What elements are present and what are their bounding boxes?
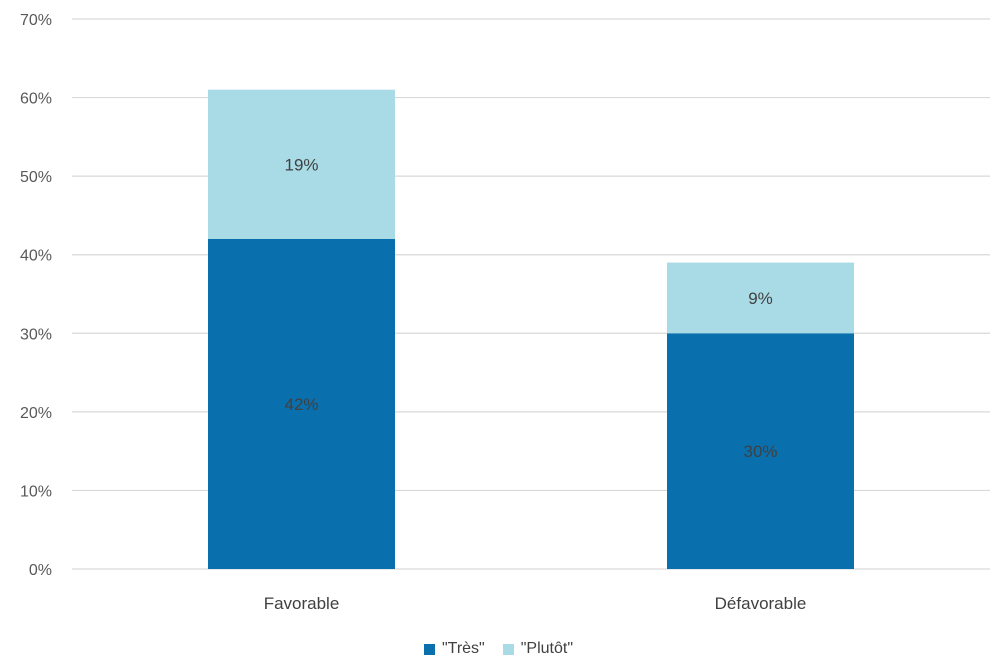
bar-favorable-series-0 <box>208 239 395 569</box>
data-label-favorable-series-1: 19% <box>284 155 318 174</box>
legend-label-tres: "Très" <box>441 640 485 657</box>
legend-item-tres: "Très" <box>423 640 485 658</box>
y-tick-label-60: 60% <box>20 91 52 108</box>
data-label-favorable-series-0: 42% <box>284 395 318 414</box>
y-tick-label-10: 10% <box>20 483 52 500</box>
x-category-label-0: Favorable <box>264 594 340 613</box>
bar-défavorable-series-0 <box>667 333 854 569</box>
legend-label-plutot: "Plutôt" <box>520 640 574 657</box>
y-tick-label-40: 40% <box>20 248 52 265</box>
y-tick-label-70: 70% <box>20 12 52 29</box>
bar-défavorable-series-1 <box>667 262 854 334</box>
legend-swatch-tres <box>423 643 435 655</box>
x-category-label-1: Défavorable <box>715 594 807 613</box>
y-tick-label-30: 30% <box>20 326 52 343</box>
y-tick-label-50: 50% <box>20 169 52 186</box>
y-tick-label-20: 20% <box>20 405 52 422</box>
legend-item-plutot: "Plutôt" <box>502 640 574 658</box>
data-label-défavorable-series-0: 30% <box>743 442 777 461</box>
y-tick-label-0: 0% <box>29 562 52 579</box>
legend: "Très" "Plutôt" <box>0 640 997 658</box>
data-label-défavorable-series-1: 9% <box>748 289 773 308</box>
bar-favorable-series-1 <box>208 89 395 239</box>
legend-swatch-plutot <box>502 643 514 655</box>
